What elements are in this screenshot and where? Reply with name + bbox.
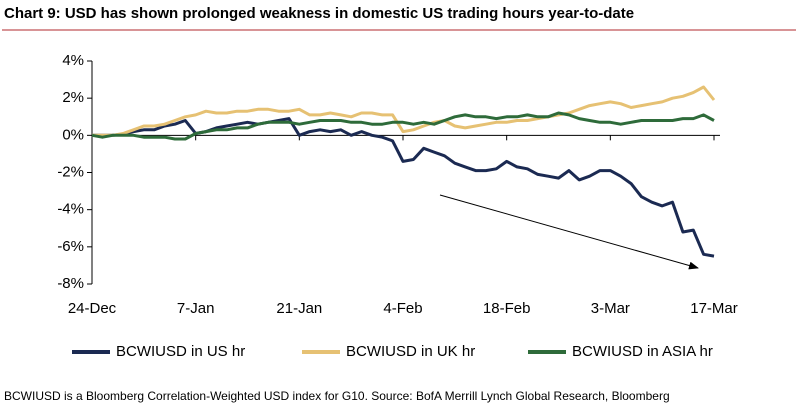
x-tick-label: 3-Mar	[591, 300, 630, 317]
y-tick-label: 4%	[62, 52, 84, 69]
y-tick-label: -2%	[57, 163, 84, 180]
legend-label: BCWIUSD in US hr	[116, 343, 245, 360]
series-line	[91, 111, 715, 141]
y-tick-label: 0%	[62, 126, 84, 143]
y-tick-label: -4%	[57, 201, 84, 218]
chart-title: Chart 9: USD has shown prolonged weaknes…	[4, 5, 634, 22]
x-tick-label: 24-Dec	[68, 300, 117, 317]
y-tick-label: -6%	[57, 238, 84, 255]
x-tick-label: 7-Jan	[177, 300, 215, 317]
y-tick-label: 2%	[62, 89, 84, 106]
x-tick-label: 17-Mar	[690, 300, 738, 317]
x-tick-label: 4-Feb	[383, 300, 422, 317]
x-tick-label: 21-Jan	[276, 300, 322, 317]
y-tick-label: -8%	[57, 275, 84, 292]
x-tick-label: 18-Feb	[483, 300, 531, 317]
footnote: BCWIUSD is a Bloomberg Correlation-Weigh…	[4, 389, 670, 403]
legend-label: BCWIUSD in ASIA hr	[572, 343, 713, 360]
legend-label: BCWIUSD in UK hr	[346, 343, 475, 360]
trend-arrow	[439, 194, 699, 270]
series-line	[92, 85, 716, 137]
